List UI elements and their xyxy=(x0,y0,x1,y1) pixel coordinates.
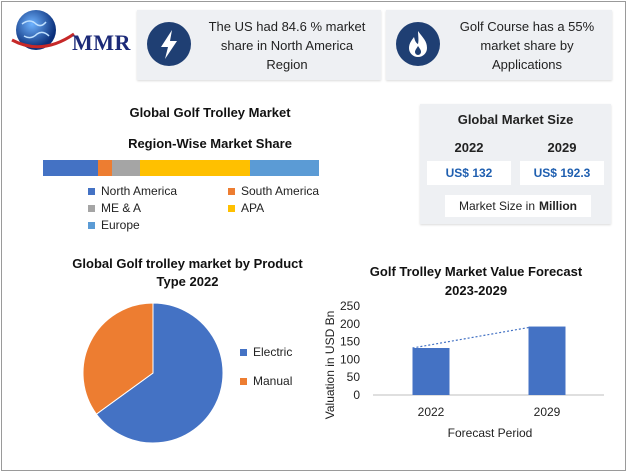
region-chart-title: Region-Wise Market Share xyxy=(128,136,292,151)
legend-label: ME & A xyxy=(101,201,142,215)
legend-item: Manual xyxy=(240,373,292,389)
global-market-size-panel: Global Market Size 2022 2029 US$ 132 US$… xyxy=(420,104,611,224)
info-card-us-share: The US had 84.6 % market share in North … xyxy=(137,10,381,80)
market-size-year: 2029 xyxy=(547,140,577,155)
pie-chart-title: Global Golf trolley market by Product Ty… xyxy=(72,256,303,289)
region-legend: North America South America ME & A APA E… xyxy=(88,183,338,233)
legend-label: Europe xyxy=(101,218,140,232)
market-size-value: US$ 132 xyxy=(427,161,511,185)
globe-icon xyxy=(11,10,75,50)
info-card-text: Golf Course has a 55% market share by Ap… xyxy=(459,18,595,72)
stacked-bar-segment xyxy=(111,160,140,176)
legend-item: APA xyxy=(228,200,338,216)
legend-swatch xyxy=(240,348,247,356)
main-title: Global Golf Trolley Market xyxy=(129,105,291,120)
legend-swatch xyxy=(228,187,235,195)
x-tick-label: 2022 xyxy=(418,405,445,419)
pie-legend: Electric Manual xyxy=(240,344,292,402)
region-share-stacked-bar xyxy=(43,160,319,176)
forecast-chart-title: Golf Trolley Market Value Forecast 2023-… xyxy=(369,264,583,298)
legend-label: North America xyxy=(101,184,178,198)
legend-swatch xyxy=(240,377,247,385)
legend-swatch xyxy=(88,221,95,229)
legend-swatch xyxy=(88,204,95,212)
x-axis-label: Forecast Period xyxy=(448,426,533,440)
legend-item: ME & A xyxy=(88,200,228,216)
stacked-bar-segment xyxy=(43,160,99,176)
flame-icon xyxy=(396,22,440,66)
stacked-bar-segment xyxy=(249,160,319,176)
unit-note-unit: Million xyxy=(539,199,578,213)
legend-label: South America xyxy=(241,184,320,198)
unit-note-prefix: Market Size in xyxy=(458,199,536,213)
legend-swatch xyxy=(88,187,95,195)
info-card-text: The US had 84.6 % market share in North … xyxy=(208,18,366,72)
legend-label: Manual xyxy=(253,374,293,388)
y-tick-label: 50 xyxy=(347,370,361,384)
stacked-bar-segment xyxy=(98,160,112,176)
legend-label: Electric xyxy=(253,345,293,359)
legend-swatch xyxy=(228,204,235,212)
info-card-golf-course-share: Golf Course has a 55% market share by Ap… xyxy=(386,10,612,80)
forecast-bar xyxy=(528,326,566,395)
market-size-value: US$ 192.3 xyxy=(520,161,604,185)
stacked-bar-segment xyxy=(139,160,250,176)
legend-item: North America xyxy=(88,183,228,199)
legend-item: South America xyxy=(228,183,338,199)
legend-label: APA xyxy=(241,201,265,215)
market-size-year: 2022 xyxy=(454,140,484,155)
y-tick-label: 250 xyxy=(340,299,360,313)
trend-line xyxy=(412,326,529,349)
y-tick-label: 200 xyxy=(340,317,360,331)
y-axis-label: Valuation in USD Bn xyxy=(323,311,337,420)
market-size-title: Global Market Size xyxy=(457,112,574,127)
y-tick-label: 0 xyxy=(353,388,360,402)
legend-item: Electric xyxy=(240,344,292,360)
lightning-bolt-icon xyxy=(147,22,191,66)
logo-text: MMR xyxy=(72,30,131,55)
legend-item: Europe xyxy=(88,217,228,233)
forecast-bar xyxy=(412,348,450,395)
market-size-unit-note: Market Size in Million xyxy=(445,195,591,217)
y-tick-label: 150 xyxy=(340,335,360,349)
y-tick-label: 100 xyxy=(340,352,360,366)
mmr-logo: MMR xyxy=(10,6,130,58)
x-tick-label: 2029 xyxy=(534,405,561,419)
